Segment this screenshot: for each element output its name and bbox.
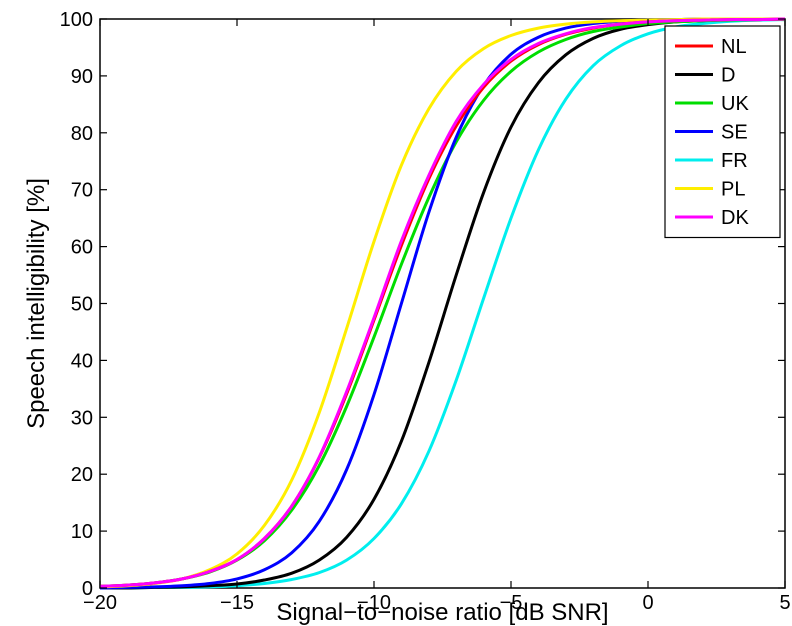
y-tick-label: 50 <box>71 294 93 316</box>
legend-label-uk: UK <box>721 93 749 115</box>
legend-label-dk: DK <box>721 207 749 229</box>
series-line-dk <box>100 17 785 588</box>
legend-label-d: D <box>721 65 735 87</box>
y-axis-ticks: 0 10 20 30 40 50 60 70 80 90 100 <box>60 9 785 600</box>
legend-label-fr: FR <box>721 150 748 172</box>
legend-label-pl: PL <box>721 179 745 201</box>
x-tick-label: −10 <box>357 592 391 614</box>
y-tick-label: 10 <box>71 521 93 543</box>
y-tick-label: 70 <box>71 180 93 202</box>
y-tick-label: 90 <box>71 66 93 88</box>
x-axis-ticks: −20 −15 −10 −5 0 5 <box>83 19 791 614</box>
y-tick-label: 80 <box>71 123 93 145</box>
y-tick-label: 40 <box>71 350 93 372</box>
x-tick-label: −5 <box>500 592 523 614</box>
legend: NL D UK SE FR PL DK <box>664 25 781 239</box>
y-tick-label: 30 <box>71 407 93 429</box>
y-tick-label: 0 <box>82 578 93 600</box>
x-tick-label: 5 <box>779 592 790 614</box>
x-axis-label: Signal−to−noise ratio [dB SNR] <box>276 599 608 626</box>
legend-label-se: SE <box>721 122 748 144</box>
y-tick-label: 60 <box>71 237 93 259</box>
x-tick-label: −20 <box>83 592 117 614</box>
legend-label-nl: NL <box>721 36 747 58</box>
y-axis-label: Speech intelligibility [%] <box>23 178 50 429</box>
y-tick-label: 20 <box>71 464 93 486</box>
x-tick-label: −15 <box>220 592 254 614</box>
y-tick-label: 100 <box>60 9 93 31</box>
x-tick-label: 0 <box>642 592 653 614</box>
